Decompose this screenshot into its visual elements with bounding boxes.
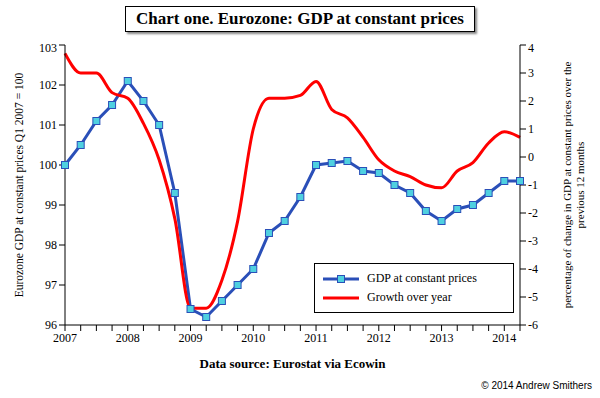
html-text:Chart one. Eurozone: GDP at co: Chart one. Eurozone: GDP at constant pri… xyxy=(136,9,464,28)
svg-text:100: 100 xyxy=(39,158,57,172)
svg-text:3: 3 xyxy=(528,66,534,80)
svg-text:-6: -6 xyxy=(528,318,538,332)
svg-text:2: 2 xyxy=(528,94,534,108)
svg-text:-5: -5 xyxy=(528,290,538,304)
svg-text:101: 101 xyxy=(39,118,57,132)
svg-text:96: 96 xyxy=(45,318,57,332)
svg-text:2008: 2008 xyxy=(116,331,140,345)
svg-text:4: 4 xyxy=(528,41,534,55)
svg-text:2011: 2011 xyxy=(304,331,328,345)
svg-text:2013: 2013 xyxy=(430,331,454,345)
svg-text:2009: 2009 xyxy=(179,331,203,345)
svg-text:99: 99 xyxy=(45,198,57,212)
svg-text:2014: 2014 xyxy=(492,331,516,345)
svg-text:97: 97 xyxy=(45,278,57,292)
svg-text:-2: -2 xyxy=(528,206,538,220)
html-text:© 2014 Andrew Smithers: © 2014 Andrew Smithers xyxy=(481,380,592,391)
html-text:percentage of change in GDP at: percentage of change in GDP at constant … xyxy=(561,61,586,309)
svg-text:2012: 2012 xyxy=(367,331,391,345)
svg-text:-3: -3 xyxy=(528,234,538,248)
svg-text:1: 1 xyxy=(528,122,534,136)
html-text:Growth over year: Growth over year xyxy=(367,290,452,304)
html-text:GDP at constant prices: GDP at constant prices xyxy=(367,271,477,285)
svg-text:-1: -1 xyxy=(528,178,538,192)
svg-text:102: 102 xyxy=(39,78,57,92)
svg-text:Data source: Eurostat via Ecow: Data source: Eurostat via Ecowin xyxy=(200,356,387,370)
svg-text:98: 98 xyxy=(45,238,57,252)
html-text:Eurozone GDP at constant price: Eurozone GDP at constant prices Q1 2007 … xyxy=(13,72,26,298)
svg-text:103: 103 xyxy=(39,41,57,55)
svg-text:2007: 2007 xyxy=(53,331,77,345)
svg-text:2010: 2010 xyxy=(241,331,265,345)
svg-text:0: 0 xyxy=(528,150,534,164)
svg-text:-4: -4 xyxy=(528,262,538,276)
